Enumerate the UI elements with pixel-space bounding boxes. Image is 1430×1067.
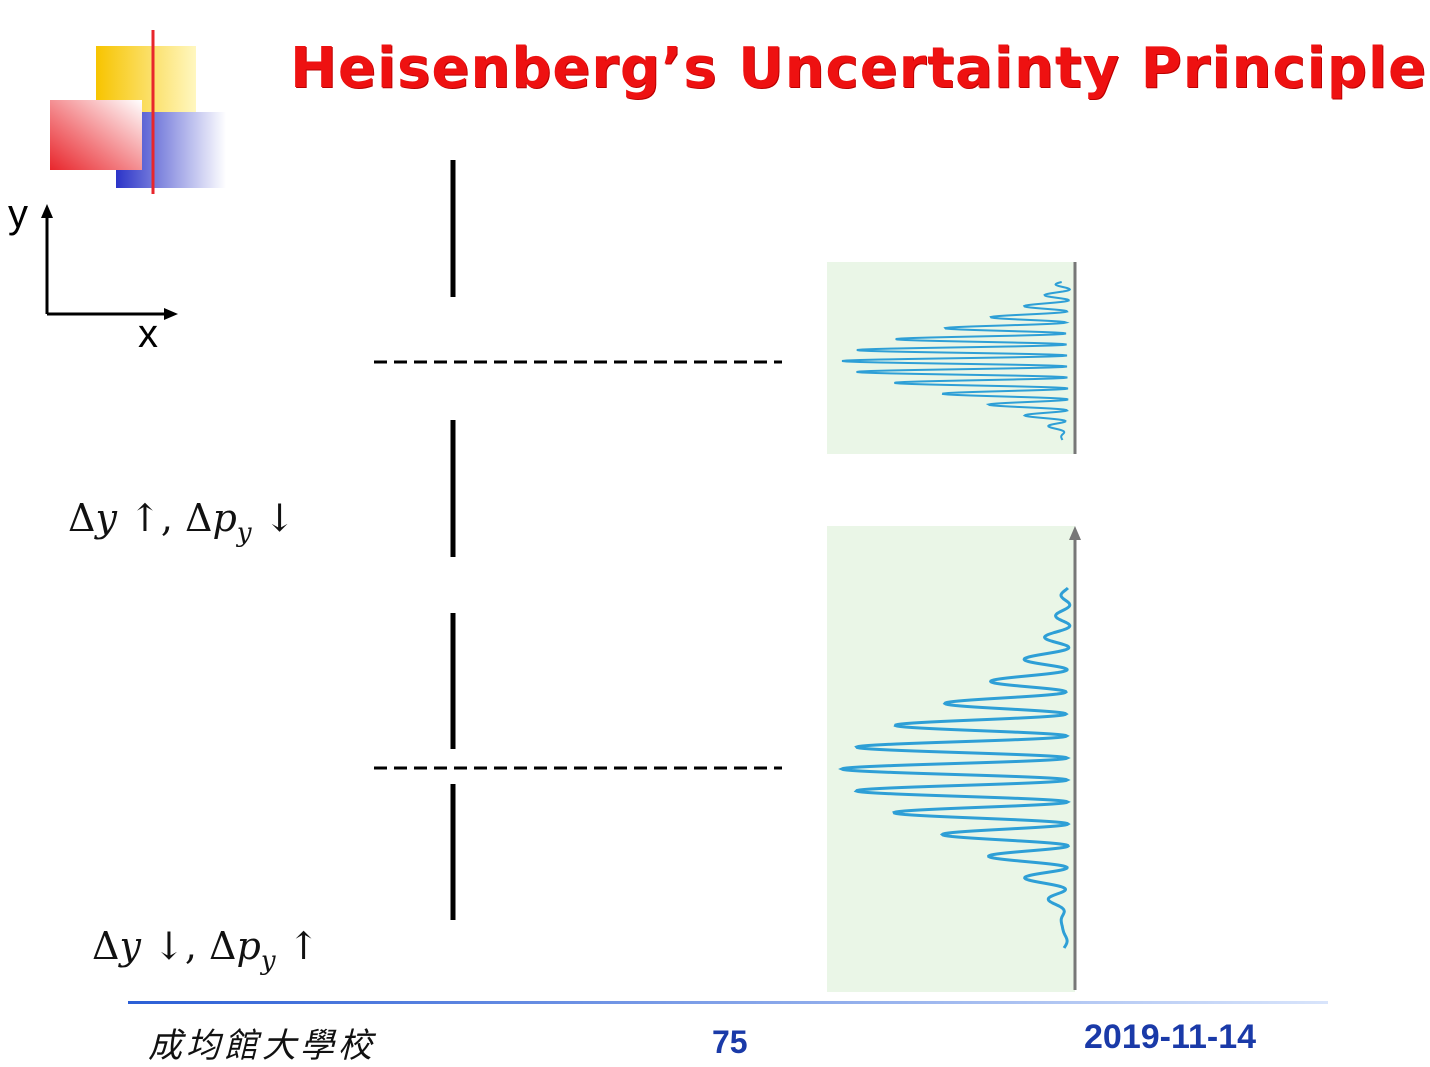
p-arrow: ↑ bbox=[287, 924, 320, 968]
p-subscript: y bbox=[236, 518, 252, 548]
footer-divider bbox=[128, 1001, 1328, 1004]
diffraction-pattern-wide bbox=[827, 262, 1077, 454]
slide-logo bbox=[50, 30, 1360, 194]
slit-diagram bbox=[374, 160, 782, 920]
p-symbol: p bbox=[236, 924, 261, 968]
delta-symbol: Δ bbox=[185, 496, 213, 540]
delta-symbol: Δ bbox=[68, 496, 96, 540]
footer-page-number: 75 bbox=[712, 1024, 748, 1060]
uncertainty-relation-wide: Δy ↑, Δpy ↓ bbox=[68, 496, 295, 548]
p-symbol: p bbox=[212, 496, 237, 540]
uncertainty-relation-narrow: Δy ↓, Δpy ↑ bbox=[92, 924, 319, 976]
x-axis-label: x bbox=[138, 312, 158, 356]
slide-title: Heisenberg’s Uncertainty Principle bbox=[290, 36, 1427, 101]
y-symbol: y bbox=[119, 924, 141, 968]
diffraction-pattern-narrow bbox=[827, 526, 1081, 992]
p-subscript: y bbox=[260, 946, 276, 976]
y-axis-label: y bbox=[8, 192, 28, 236]
y-arrow: ↑, bbox=[129, 496, 173, 540]
coordinate-axes bbox=[41, 204, 178, 320]
y-symbol: y bbox=[95, 496, 117, 540]
delta-symbol: Δ bbox=[209, 924, 237, 968]
logo-red-square bbox=[50, 100, 142, 170]
p-arrow: ↓ bbox=[263, 496, 296, 540]
intensity-curve-wide bbox=[841, 281, 1072, 441]
intensity-curve-narrow bbox=[838, 586, 1072, 949]
delta-symbol: Δ bbox=[92, 924, 120, 968]
y-arrow: ↓, bbox=[153, 924, 197, 968]
footer-date: 2019-11-14 bbox=[1084, 1018, 1257, 1056]
footer-school-name: 成均館大學校 bbox=[148, 1026, 376, 1066]
